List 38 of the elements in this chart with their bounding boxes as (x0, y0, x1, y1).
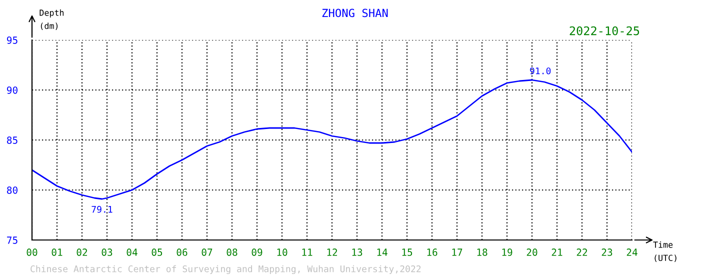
x-tick-label: 24 (626, 248, 638, 256)
y-tick-label: 85 (7, 136, 18, 144)
chart-title: ZHONG SHAN (322, 8, 388, 18)
x-tick-label: 07 (202, 248, 212, 256)
y-tick-label: 95 (7, 36, 18, 44)
x-tick-label: 14 (377, 248, 388, 256)
x-tick-label: 08 (226, 248, 238, 256)
x-tick-label: 12 (327, 248, 338, 256)
x-tick-label: 20 (526, 248, 538, 256)
y-tick-label: 90 (7, 86, 18, 94)
y-tick-label: 75 (7, 236, 18, 244)
text: Chinese Antarctic Center of Surveying and Mapping, Wuhan University,2022 (30, 265, 421, 274)
x-tick-label: 16 (427, 248, 438, 256)
x-tick-label: 21 (552, 248, 562, 256)
x-tick-label: 04 (126, 248, 138, 256)
x-tick-label: 23 (602, 248, 612, 256)
x-axis-title: Time (UTC) (653, 241, 676, 262)
annotation: 91.0 (530, 67, 551, 74)
x-tick-label: 03 (102, 248, 112, 256)
chart-subtitle: 2022-10-25 (570, 26, 640, 36)
x-tick-label: 05 (152, 248, 162, 256)
y-tick-label: 80 (7, 186, 18, 194)
x-tick-label: 17 (452, 248, 462, 256)
x-tick-label: 19 (502, 248, 512, 256)
x-tick-label: 09 (252, 248, 262, 256)
y-axis-title: Depth (dm) (40, 9, 64, 30)
x-tick-label: 15 (402, 248, 412, 256)
x-tick-label: 06 (176, 248, 188, 256)
x-tick-label: 02 (76, 248, 88, 256)
x-tick-label: 18 (477, 248, 488, 256)
x-tick-label: 22 (576, 248, 588, 256)
annotation: 79.1 (92, 206, 112, 213)
x-tick-label: 10 (277, 248, 288, 256)
x-tick-label: 13 (352, 248, 362, 256)
line-series (32, 79, 632, 200)
x-tick-label: 01 (52, 248, 62, 256)
x-tick-label: 00 (26, 248, 38, 256)
x-tick-label: 11 (302, 248, 312, 256)
